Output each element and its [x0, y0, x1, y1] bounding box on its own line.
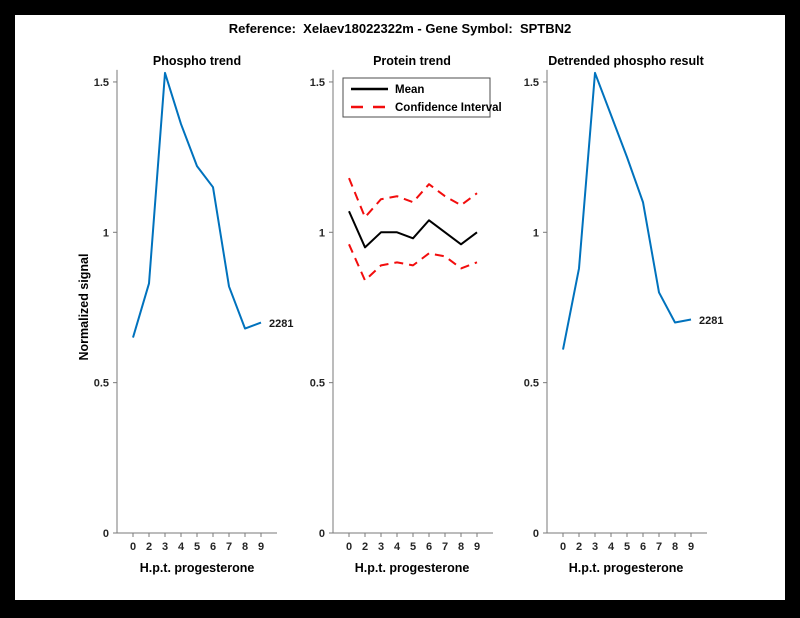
x-tick-label: 6 [426, 541, 432, 553]
x-tick-label: 5 [624, 541, 630, 553]
y-tick-label: 1 [533, 227, 539, 239]
x-tick-label: 0 [130, 541, 136, 553]
x-tick-label: 5 [194, 541, 200, 553]
y-tick-label: 0 [533, 528, 539, 540]
subplot-title-protein: Protein trend [373, 54, 451, 68]
legend: Mean Confidence Interval [342, 77, 502, 118]
x-tick-label: 2 [362, 541, 368, 553]
y-tick-label: 1.5 [94, 77, 109, 89]
protein-trend-series-confidence-interval-upper [348, 177, 478, 219]
x-tick-label: 7 [656, 541, 662, 553]
y-axis-label: Normalized signal [77, 254, 91, 361]
x-tick-label: 7 [226, 541, 232, 553]
phospho-trend-series-2281 [132, 71, 262, 338]
axis-lines [116, 69, 277, 534]
x-tick-label: 6 [640, 541, 646, 553]
y-tick-label: 0 [319, 528, 325, 540]
x-axis-label-protein: H.p.t. progesterone [355, 561, 470, 575]
subplot-title-phospho: Phospho trend [153, 54, 241, 68]
x-tick-label: 4 [394, 541, 401, 553]
x-tick-label: 4 [608, 541, 615, 553]
detrended-phospho-chart: 00.511.50 2 3 4 5 6 7 8 9 [524, 69, 707, 553]
legend-mean-label: Mean [395, 84, 424, 96]
detrended-phospho-series-2281 [562, 71, 692, 350]
x-axis-label-phospho: H.p.t. progesterone [140, 561, 255, 575]
y-tick-label: 0 [103, 528, 109, 540]
x-axis-label-detrended: H.p.t. progesterone [569, 561, 684, 575]
x-tick-label: 3 [162, 541, 168, 553]
x-tick-label: 3 [378, 541, 384, 553]
axis-lines [332, 69, 493, 534]
y-tick-label: 1.5 [524, 77, 539, 89]
y-tick-label: 0.5 [310, 378, 325, 390]
x-tick-label: 8 [672, 541, 678, 553]
phospho-trend-chart: 00.511.50 2 3 4 5 6 7 8 9 [94, 69, 277, 553]
x-tick-label: 5 [410, 541, 416, 553]
protein-trend-series-mean [348, 210, 478, 249]
x-tick-label: 2 [146, 541, 152, 553]
y-tick-label: 1 [103, 227, 109, 239]
subplot-title-detrended: Detrended phospho result [548, 54, 704, 68]
y-tick-label: 0.5 [524, 378, 539, 390]
x-tick-label: 4 [178, 541, 185, 553]
x-tick-label: 7 [442, 541, 448, 553]
x-tick-label: 9 [474, 541, 480, 553]
legend-box [342, 77, 491, 118]
series-end-label-detrended: 2281 [699, 315, 723, 327]
x-tick-label: 9 [258, 541, 264, 553]
y-tick-label: 0.5 [94, 378, 109, 390]
figure-title: Reference: Xelaev18022322m - Gene Symbol… [229, 21, 572, 36]
x-tick-label: 0 [560, 541, 566, 553]
x-tick-label: 3 [592, 541, 598, 553]
y-tick-label: 1.5 [310, 77, 325, 89]
x-tick-label: 9 [688, 541, 694, 553]
figure-plot-layer: Reference: Xelaev18022322m - Gene Symbol… [77, 21, 723, 575]
protein-trend-series-confidence-interval-lower [348, 243, 478, 282]
x-tick-label: 8 [458, 541, 464, 553]
y-tick-label: 1 [319, 227, 325, 239]
legend-ci-label: Confidence Interval [395, 102, 502, 114]
axis-lines [546, 69, 707, 534]
x-tick-label: 0 [346, 541, 352, 553]
figure-canvas: Reference: Xelaev18022322m - Gene Symbol… [15, 15, 785, 600]
x-tick-label: 2 [576, 541, 582, 553]
protein-trend-chart: 00.511.50 2 3 4 5 6 7 8 9 [310, 69, 493, 553]
x-tick-label: 8 [242, 541, 248, 553]
series-end-label-phospho: 2281 [269, 318, 293, 330]
x-tick-label: 6 [210, 541, 216, 553]
